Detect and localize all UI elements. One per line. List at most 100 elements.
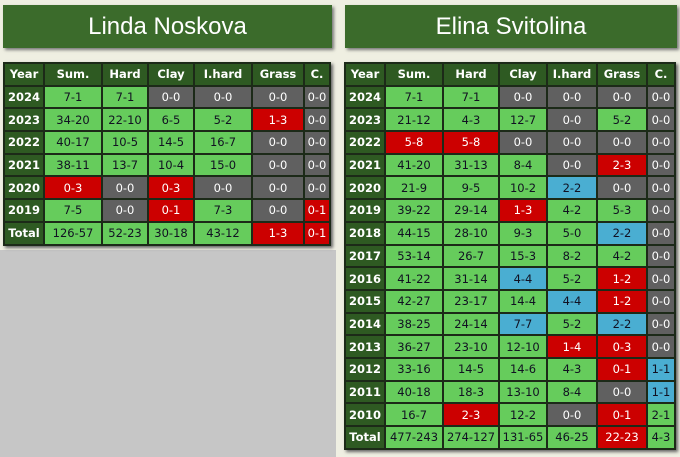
record-cell: 18-3	[444, 381, 498, 403]
record-cell: 5-2	[598, 109, 646, 131]
year-cell: 2010	[346, 404, 384, 425]
record-cell: 7-1	[444, 86, 498, 108]
record-cell: 9-3	[500, 222, 546, 244]
record-cell: 1-3	[500, 200, 546, 221]
record-cell: 0-0	[648, 177, 674, 199]
record-cell: 0-0	[598, 381, 646, 403]
record-cell: 53-14	[386, 245, 442, 267]
table-row: 2012 33-16 14-5 14-6 4-3 0-1 1-1	[346, 358, 674, 380]
record-cell: 0-0	[195, 86, 251, 108]
year-cell: 2017	[346, 245, 384, 267]
record-cell: 23-10	[444, 336, 498, 357]
column-header: I.hard	[195, 64, 251, 85]
record-cell: 1-2	[598, 290, 646, 312]
year-cell: Total	[346, 427, 384, 448]
year-cell: 2024	[5, 86, 43, 108]
header-row: Year Sum. Hard Clay I.hard Grass C.	[5, 64, 329, 85]
record-cell: 1-3	[253, 222, 303, 244]
year-cell: 2022	[5, 132, 43, 153]
record-cell: 0-0	[548, 404, 596, 425]
record-cell: 5-2	[548, 313, 596, 335]
record-cell: 5-2	[195, 109, 251, 131]
record-cell: 36-27	[386, 336, 442, 357]
record-cell: 24-14	[444, 313, 498, 335]
table-row: 2011 40-18 18-3 13-10 8-4 0-0 1-1	[346, 381, 674, 403]
record-cell: 4-2	[598, 245, 646, 267]
table-row: 2024 7-1 7-1 0-0 0-0 0-0 0-0	[5, 86, 329, 108]
record-cell: 34-20	[45, 109, 101, 131]
record-cell: 14-6	[500, 358, 546, 380]
record-cell: 0-3	[598, 336, 646, 357]
record-cell: 0-0	[253, 200, 303, 221]
year-cell: 2012	[346, 358, 384, 380]
record-cell: 4-4	[548, 290, 596, 312]
header-row: Year Sum. Hard Clay I.hard Grass C.	[346, 64, 674, 85]
column-header: Sum.	[386, 64, 442, 85]
record-cell: 0-0	[253, 154, 303, 176]
record-cell: 9-5	[444, 177, 498, 199]
record-cell: 0-0	[500, 86, 546, 108]
record-cell: 41-22	[386, 268, 442, 289]
year-cell: 2022	[346, 132, 384, 153]
record-cell: 29-14	[444, 200, 498, 221]
year-cell: 2013	[346, 336, 384, 357]
record-cell: 13-7	[103, 154, 147, 176]
column-header: I.hard	[548, 64, 596, 85]
record-cell: 10-5	[103, 132, 147, 153]
record-cell: 30-18	[149, 222, 193, 244]
record-cell: 0-0	[195, 177, 251, 199]
record-cell: 0-0	[103, 177, 147, 199]
table-row: 2016 41-22 31-14 4-4 5-2 1-2 0-0	[346, 268, 674, 289]
record-cell: 38-25	[386, 313, 442, 335]
year-cell: 2021	[5, 154, 43, 176]
record-cell: 14-5	[444, 358, 498, 380]
record-cell: 0-0	[149, 86, 193, 108]
column-header: C.	[305, 64, 329, 85]
record-cell: 7-7	[500, 313, 546, 335]
year-cell: 2021	[346, 154, 384, 176]
year-cell: 2016	[346, 268, 384, 289]
record-cell: 0-0	[548, 86, 596, 108]
record-cell: 0-0	[305, 86, 329, 108]
record-cell: 4-4	[500, 268, 546, 289]
record-cell: 1-2	[598, 268, 646, 289]
record-cell: 43-12	[195, 222, 251, 244]
record-cell: 1-1	[648, 358, 674, 380]
record-cell: 0-0	[253, 86, 303, 108]
record-cell: 4-3	[548, 358, 596, 380]
record-cell: 15-3	[500, 245, 546, 267]
record-cell: 0-0	[548, 154, 596, 176]
record-cell: 0-0	[305, 109, 329, 131]
column-header: Sum.	[45, 64, 101, 85]
record-cell: 7-1	[45, 86, 101, 108]
record-cell: 33-16	[386, 358, 442, 380]
record-cell: 0-0	[648, 268, 674, 289]
table-row: 2020 0-3 0-0 0-3 0-0 0-0 0-0	[5, 177, 329, 199]
record-cell: 12-10	[500, 336, 546, 357]
record-cell: 52-23	[103, 222, 147, 244]
record-cell: 8-4	[500, 154, 546, 176]
record-cell: 40-17	[45, 132, 101, 153]
record-cell: 5-8	[444, 132, 498, 153]
record-cell: 0-0	[253, 132, 303, 153]
record-cell: 0-0	[548, 132, 596, 153]
record-cell: 4-3	[648, 427, 674, 448]
table-row: 2022 5-8 5-8 0-0 0-0 0-0 0-0	[346, 132, 674, 153]
record-cell: 13-10	[500, 381, 546, 403]
year-cell: 2019	[5, 200, 43, 221]
table-row: 2018 44-15 28-10 9-3 5-0 2-2 0-0	[346, 222, 674, 244]
record-cell: 39-22	[386, 200, 442, 221]
record-cell: 1-4	[548, 336, 596, 357]
column-header: Grass	[598, 64, 646, 85]
record-cell: 22-23	[598, 427, 646, 448]
column-header: Hard	[103, 64, 147, 85]
record-cell: 0-0	[548, 109, 596, 131]
record-cell: 0-0	[598, 86, 646, 108]
record-cell: 2-1	[648, 404, 674, 425]
record-cell: 0-0	[648, 313, 674, 335]
table-row: 2019 39-22 29-14 1-3 4-2 5-3 0-0	[346, 200, 674, 221]
record-cell: 10-4	[149, 154, 193, 176]
record-cell: 5-2	[548, 268, 596, 289]
year-cell: 2020	[5, 177, 43, 199]
year-cell: 2023	[346, 109, 384, 131]
